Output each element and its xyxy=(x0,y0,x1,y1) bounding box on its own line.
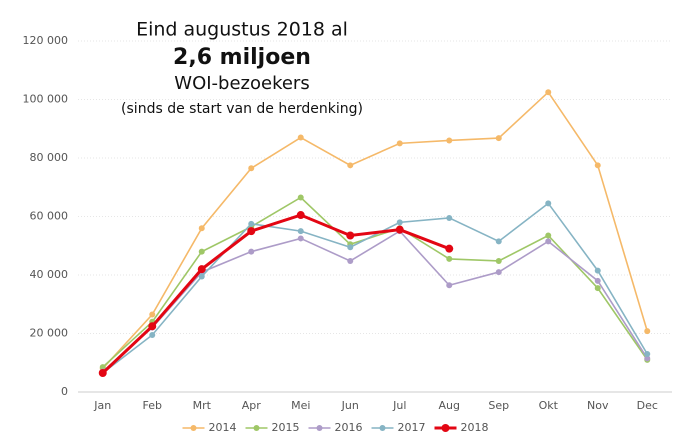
point xyxy=(198,225,205,232)
point xyxy=(445,244,454,253)
point xyxy=(594,267,601,274)
x-tick-label: Jun xyxy=(341,399,359,412)
point xyxy=(248,220,255,227)
point xyxy=(594,162,601,169)
line xyxy=(102,90,649,370)
legend-swatch xyxy=(441,424,450,432)
point xyxy=(545,238,552,245)
legend-label: 2016 xyxy=(335,421,363,434)
x-tick-label: Sep xyxy=(488,399,509,412)
legend-swatch xyxy=(190,425,197,431)
y-tick-label: 60 000 xyxy=(30,210,69,223)
x-tick-label: Mei xyxy=(291,399,310,412)
point xyxy=(495,269,502,276)
point xyxy=(149,311,156,318)
y-tick-label: 0 xyxy=(61,385,68,398)
legend-label: 2015 xyxy=(272,421,300,434)
line xyxy=(102,196,648,368)
y-tick-label: 40 000 xyxy=(30,268,69,281)
point xyxy=(297,134,304,141)
point xyxy=(296,211,305,220)
legend-swatch xyxy=(379,425,386,431)
legend-label: 2014 xyxy=(209,421,237,434)
point xyxy=(297,194,304,201)
annotation: WOI-bezoekers xyxy=(174,73,309,94)
line xyxy=(101,213,450,375)
x-tick-label: Jul xyxy=(392,399,406,412)
point xyxy=(347,257,354,264)
point xyxy=(248,165,255,172)
point xyxy=(98,368,107,377)
point xyxy=(495,135,502,142)
point xyxy=(644,350,651,357)
x-tick-label: Jan xyxy=(93,399,111,412)
point xyxy=(396,140,403,147)
legend-swatch xyxy=(316,425,323,431)
point xyxy=(347,162,354,169)
point xyxy=(495,238,502,245)
point xyxy=(594,285,601,292)
point xyxy=(346,231,355,240)
point xyxy=(198,248,205,255)
x-tick-label: Apr xyxy=(242,399,262,412)
point xyxy=(148,322,157,331)
point xyxy=(197,265,206,274)
line xyxy=(102,230,648,373)
x-tick-label: Dec xyxy=(637,399,658,412)
legend-label: 2017 xyxy=(398,421,426,434)
y-tick-label: 20 000 xyxy=(30,327,69,340)
point xyxy=(395,225,404,234)
point xyxy=(248,248,255,255)
annotation: (sinds de start van de herdenking) xyxy=(121,101,363,117)
grid xyxy=(78,40,672,393)
point xyxy=(446,255,453,262)
point xyxy=(545,232,552,239)
x-tick-label: Nov xyxy=(587,399,609,412)
point xyxy=(297,235,304,242)
point xyxy=(347,244,354,251)
point xyxy=(594,277,601,284)
point xyxy=(396,219,403,226)
point xyxy=(198,273,205,280)
point xyxy=(247,227,256,236)
point xyxy=(545,89,552,96)
y-tick-label: 80 000 xyxy=(30,151,69,164)
point xyxy=(99,364,106,371)
point xyxy=(446,282,453,289)
point xyxy=(545,200,552,207)
point xyxy=(149,331,156,338)
x-tick-label: Aug xyxy=(439,399,460,412)
point xyxy=(644,355,651,362)
x-tick-label: Okt xyxy=(539,399,559,412)
y-tick-label: 120 000 xyxy=(23,34,69,47)
line xyxy=(102,202,648,374)
x-tick-label: Mrt xyxy=(193,399,212,412)
point xyxy=(446,214,453,221)
legend-swatch xyxy=(253,425,260,431)
point xyxy=(297,228,304,235)
point xyxy=(446,137,453,144)
annotation: Eind augustus 2018 al xyxy=(136,19,348,41)
point xyxy=(644,328,651,335)
y-tick-label: 100 000 xyxy=(23,93,69,106)
annotation: 2,6 miljoen xyxy=(173,45,311,70)
legend-label: 2018 xyxy=(461,421,489,434)
point xyxy=(495,257,502,264)
x-tick-label: Feb xyxy=(143,399,162,412)
